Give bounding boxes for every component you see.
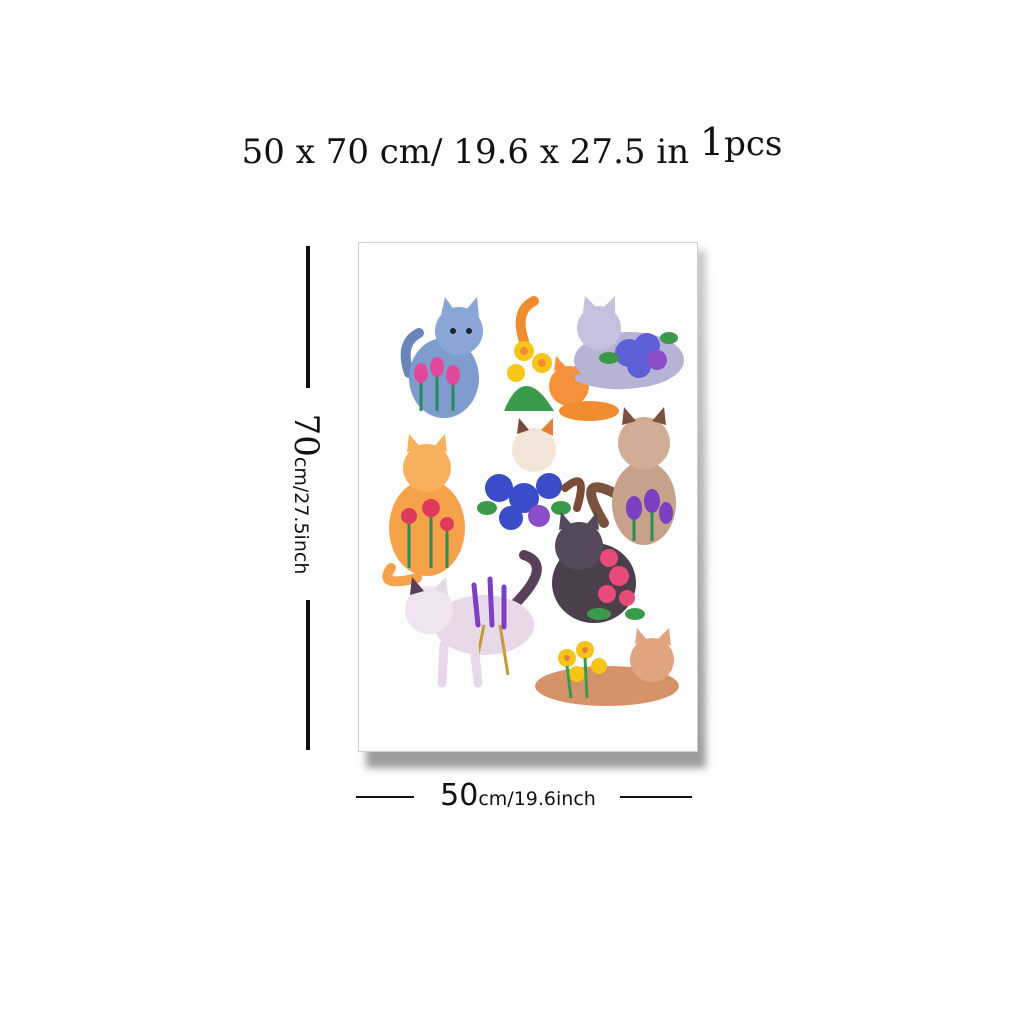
cat-illustration — [382, 434, 465, 587]
cat-illustration — [405, 550, 542, 688]
cats-with-flowers-illustration — [382, 296, 684, 706]
quantity-unit: pcs — [724, 124, 783, 164]
height-dimension-line-top — [306, 246, 310, 388]
width-dimension-line-right — [620, 796, 692, 798]
height-value: 70 — [286, 413, 326, 457]
height-unit: cm/27.5inch — [290, 456, 312, 575]
cat-illustration — [504, 296, 619, 421]
cat-illustration — [535, 628, 679, 706]
height-dimension-line-bottom — [306, 600, 310, 750]
quantity-number: 1 — [699, 120, 725, 164]
cat-illustration — [552, 512, 645, 623]
width-unit: cm/19.6inch — [478, 788, 596, 810]
height-dimension-label: 70 cm/27.5inch — [274, 386, 338, 602]
cat-illustration — [586, 407, 676, 545]
quantity-label: 1pcs — [700, 120, 782, 164]
cat-illustration — [574, 296, 684, 390]
cat-illustration — [400, 297, 483, 418]
width-dimension-line-left — [356, 796, 414, 798]
width-value: 50 — [440, 778, 479, 813]
size-text: 50 x 70 cm/ 19.6 x 27.5 in — [241, 132, 690, 172]
poster-canvas — [358, 242, 698, 752]
product-size-title: 50 x 70 cm/ 19.6 x 27.5 in 1pcs — [0, 120, 1024, 172]
width-dimension-label: 50 cm/19.6inch — [416, 778, 620, 813]
cat-illustration — [477, 418, 585, 530]
